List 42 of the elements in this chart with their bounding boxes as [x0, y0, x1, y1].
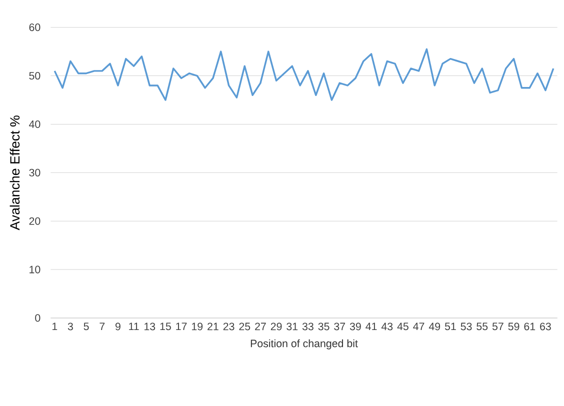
x-tick-label: 17: [176, 322, 187, 330]
x-tick-label: 15: [160, 322, 171, 330]
x-tick-label: 39: [350, 322, 361, 330]
x-tick-label: 45: [397, 322, 408, 330]
x-tick-label: 47: [413, 322, 424, 330]
x-tick-label: 33: [302, 322, 314, 330]
x-axis-title: Position of changed bit: [250, 339, 358, 350]
x-tick-label: 23: [223, 322, 234, 330]
x-tick-label: 55: [476, 322, 488, 330]
x-tick-label: 11: [129, 322, 139, 330]
x-tick-label: 7: [100, 322, 105, 330]
y-tick-label: 40: [29, 120, 40, 128]
y-tick-label: 0: [35, 314, 40, 322]
y-axis-title: Avalanche Effect %: [10, 116, 20, 230]
x-tick-label: 13: [144, 322, 156, 330]
y-tick-label: 50: [29, 72, 40, 80]
x-tick-label: 57: [492, 322, 504, 330]
y-tick-label: 20: [29, 217, 40, 225]
x-tick-label: 31: [286, 322, 298, 330]
y-tick-label: 10: [30, 266, 40, 274]
x-tick-label: 61: [524, 322, 536, 330]
y-tick-label: 60: [29, 24, 40, 32]
x-tick-label: 41: [366, 322, 377, 330]
x-tick-label: 59: [508, 322, 520, 330]
x-tick-label: 5: [84, 322, 89, 330]
x-tick-label: 37: [334, 322, 346, 330]
x-tick-label: 63: [540, 322, 551, 330]
x-tick-label: 21: [208, 322, 218, 330]
x-tick-label: 43: [381, 322, 393, 330]
x-tick-label: 29: [270, 322, 282, 330]
x-tick-label: 35: [318, 322, 330, 330]
x-tick-label: 27: [255, 322, 266, 330]
x-tick-label: 53: [460, 322, 472, 330]
x-tick-label: 25: [239, 322, 250, 330]
x-tick-label: 1: [52, 322, 58, 330]
x-tick-label: 9: [116, 322, 120, 330]
x-tick-label: 51: [444, 322, 456, 330]
x-tick-label: 3: [68, 322, 73, 330]
x-tick-label: 19: [192, 322, 203, 330]
y-tick-label: 30: [29, 168, 40, 176]
line-series: [54, 48, 554, 101]
x-tick-label: 49: [428, 322, 440, 330]
